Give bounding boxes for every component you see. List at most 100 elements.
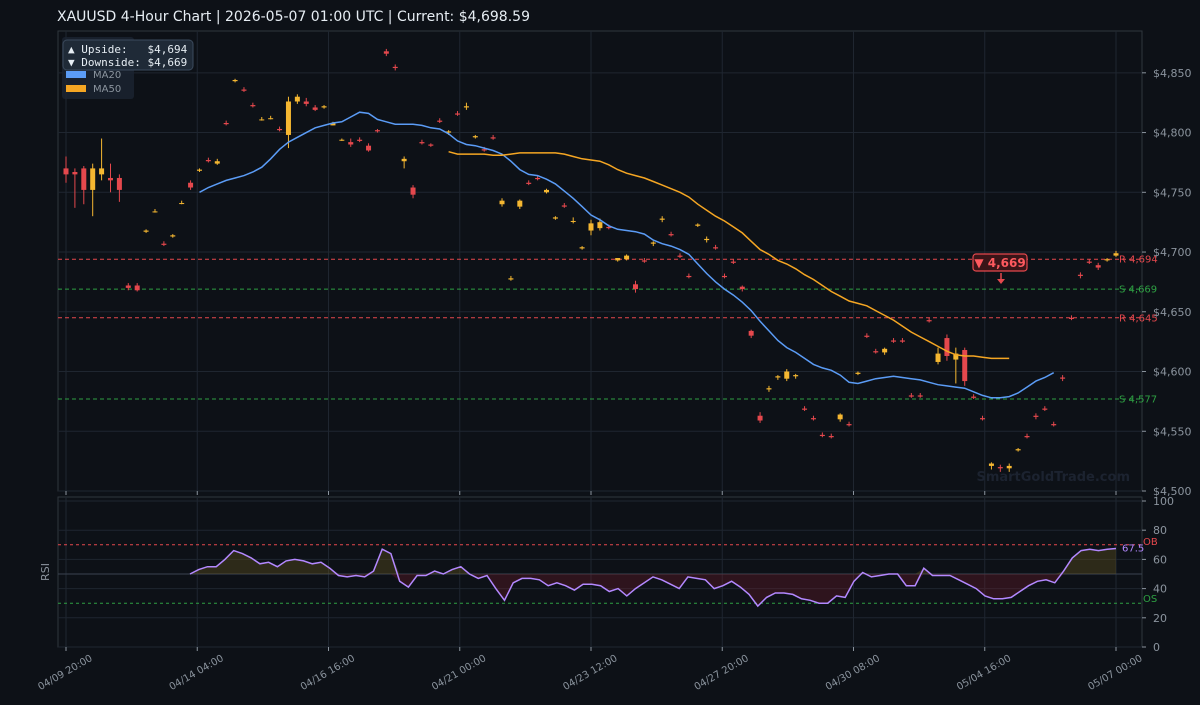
candle	[152, 209, 158, 213]
candle	[1113, 250, 1119, 257]
candle	[864, 333, 870, 339]
candle	[366, 143, 372, 152]
candle-body	[793, 375, 799, 377]
candle	[259, 117, 265, 121]
candle-body	[125, 285, 131, 288]
candle	[196, 168, 202, 172]
candle-body	[490, 137, 496, 139]
candle-body	[917, 395, 923, 397]
ma20-series-line	[199, 111, 1055, 399]
rsi-gridlines	[58, 497, 1142, 648]
candle-body	[846, 424, 852, 426]
signal-arrow-down-icon	[997, 279, 1005, 284]
candle-body	[624, 255, 630, 260]
candle-body	[241, 89, 247, 91]
candle-body	[143, 230, 149, 232]
candle-body	[90, 168, 96, 190]
candle-body	[312, 107, 318, 110]
candle-body	[570, 220, 576, 222]
candle	[125, 283, 131, 291]
candle	[1033, 413, 1039, 420]
candle	[401, 156, 407, 169]
candle-body	[419, 142, 425, 144]
candle	[1086, 259, 1092, 264]
upside-target-text: ▲ Upside: $4,694	[68, 43, 188, 56]
candle	[650, 241, 656, 247]
candle	[223, 120, 229, 126]
candle	[962, 347, 968, 386]
candle	[730, 259, 736, 264]
candles	[63, 48, 1119, 472]
candle	[873, 348, 879, 354]
candle	[837, 413, 843, 422]
level-label-resistance: R 4,694	[1119, 255, 1158, 266]
candle-body	[810, 418, 816, 420]
candle-body	[953, 353, 959, 360]
candle	[1069, 315, 1075, 321]
candle	[455, 111, 461, 116]
level-label-support: S 4,669	[1119, 285, 1157, 296]
candle-body	[748, 330, 754, 336]
candle	[99, 138, 105, 181]
info-box-frame	[62, 39, 194, 71]
candle	[214, 158, 220, 165]
candle	[980, 415, 986, 421]
candle	[552, 216, 558, 220]
candle	[232, 78, 238, 83]
candle	[285, 96, 291, 149]
candle	[561, 203, 567, 208]
candle	[668, 231, 674, 237]
candle	[1060, 375, 1066, 382]
candle-body	[401, 158, 407, 162]
candle-body	[463, 106, 469, 108]
candle-body	[1086, 261, 1092, 263]
candle-body	[268, 118, 274, 120]
candle-body	[1015, 449, 1021, 451]
candle	[63, 156, 69, 183]
candle-body	[597, 222, 603, 229]
candle	[926, 317, 932, 323]
price-y-tick-label: $4,850	[1153, 67, 1192, 80]
price-y-tick-label: $4,750	[1153, 186, 1192, 199]
candle-body	[517, 200, 523, 207]
candle	[971, 394, 977, 399]
candle	[766, 385, 772, 392]
candle-body	[757, 415, 763, 421]
candle	[588, 219, 594, 236]
price-y-tick-label: $4,500	[1153, 485, 1192, 498]
price-panel: R 4,694 S 4,669 R 4,645 S 4,577 $4,500 $4,55…	[57, 30, 1192, 498]
candle-body	[357, 139, 363, 141]
rsi-last-value-label: 67.5	[1122, 543, 1144, 554]
candle-body	[1069, 317, 1075, 319]
candle-body	[891, 340, 897, 342]
candle-body	[864, 335, 870, 337]
chart-title: XAUUSD 4-Hour Chart | 2026-05-07 01:00 U…	[57, 9, 530, 25]
candle-body	[739, 286, 745, 290]
candle-body	[330, 123, 336, 126]
candle	[899, 338, 905, 343]
candle-body	[1042, 408, 1048, 410]
candle-body	[650, 242, 656, 244]
rsi-below-mid-fill	[190, 574, 1116, 607]
candle-body	[686, 275, 692, 278]
candle	[90, 163, 96, 217]
candle-body	[615, 258, 621, 261]
candle	[339, 138, 345, 141]
candle	[1051, 421, 1057, 427]
watermark: SmartGoldTrade.com	[976, 470, 1130, 485]
candle-body	[659, 218, 665, 220]
candle	[659, 216, 665, 223]
candle	[784, 369, 790, 382]
rsi-y-tick-label: 0	[1153, 641, 1160, 654]
candle-body	[63, 168, 69, 175]
candle-body	[161, 243, 167, 245]
candle-body	[446, 131, 452, 133]
rsi-y-axis-label: RSI	[39, 563, 52, 581]
candle-body	[214, 161, 220, 164]
candle	[383, 48, 389, 57]
candle	[1042, 406, 1048, 411]
rsi-y-tick-label: 100	[1153, 495, 1174, 508]
candle	[944, 334, 950, 361]
signal-badge-frame	[972, 253, 1028, 272]
candle-body	[339, 139, 345, 141]
